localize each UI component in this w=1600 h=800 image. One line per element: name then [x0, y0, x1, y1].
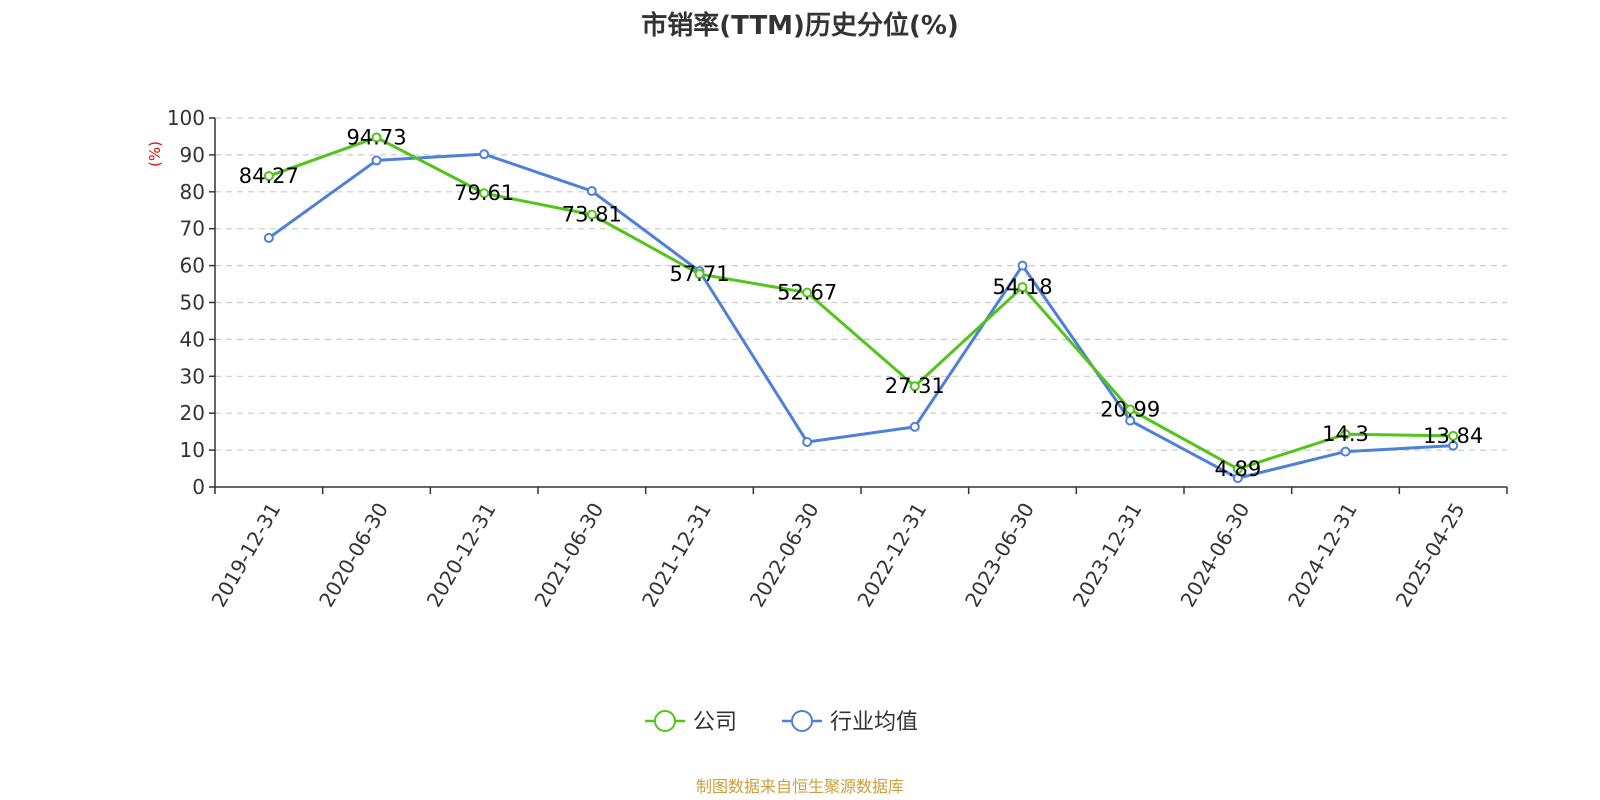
- data-point: [1125, 404, 1136, 415]
- x-tick-label: 2020-06-30: [314, 499, 393, 612]
- y-tick-label: 100: [167, 106, 205, 130]
- data-point: [1232, 473, 1243, 484]
- data-label: 13.84: [1423, 424, 1483, 448]
- data-point: [1017, 282, 1028, 293]
- data-point: [909, 421, 920, 432]
- data-point: [1125, 415, 1136, 426]
- data-point: [1448, 440, 1459, 451]
- data-label: 79.61: [454, 181, 514, 205]
- legend-label: 公司: [693, 710, 737, 735]
- source-note: 制图数据来自恒生聚源数据库: [696, 777, 904, 796]
- data-label: 52.67: [777, 281, 837, 305]
- legend-item-industry[interactable]: 行业均值: [782, 710, 918, 735]
- x-tick-label: 2024-12-31: [1283, 499, 1362, 612]
- data-label: 14.3: [1322, 422, 1369, 446]
- legend-marker: [791, 710, 813, 732]
- legend-item-company[interactable]: 公司: [645, 710, 737, 735]
- data-point: [263, 232, 274, 243]
- data-point: [802, 436, 813, 447]
- x-tick-label: 2021-06-30: [529, 499, 608, 612]
- data-label: 57.71: [669, 262, 729, 286]
- x-tick-label: 2022-06-30: [745, 499, 824, 612]
- data-label: 54.18: [992, 275, 1052, 299]
- data-point: [1448, 430, 1459, 441]
- y-axis-ticks: 0 10 20 30 40 50 60 70 80 90 100: [167, 106, 215, 499]
- x-tick-label: 2022-12-31: [852, 498, 931, 611]
- data-label: 27.31: [885, 374, 945, 398]
- data-label: 4.89: [1214, 457, 1261, 481]
- y-tick-label: 50: [180, 291, 205, 315]
- x-tick-label: 2020-12-31: [422, 498, 501, 611]
- y-tick-label: 60: [180, 254, 205, 278]
- chart-title: 市销率(TTM)历史分位(%): [641, 10, 959, 41]
- x-tick-label: 2023-06-30: [960, 499, 1039, 612]
- x-tick-label: 2021-12-31: [637, 499, 716, 612]
- data-point: [694, 269, 705, 280]
- data-point: [479, 188, 490, 199]
- data-point: [263, 171, 274, 182]
- y-tick-label: 70: [180, 217, 205, 241]
- data-point: [371, 155, 382, 166]
- data-label: 84.27: [239, 164, 299, 188]
- series-line-company: [268, 135, 1454, 471]
- x-axis-ticks: 2019-12-31 2020-06-30 2020-12-31 2021-06-30…: [206, 487, 1508, 612]
- legend[interactable]: 公司 行业均值: [645, 710, 918, 735]
- data-point: [1340, 446, 1351, 457]
- data-point: [479, 149, 490, 160]
- data-point: [909, 381, 920, 392]
- series-line-industry: [267, 152, 1454, 480]
- y-tick-label: 40: [180, 327, 205, 351]
- y-tick-label: 10: [180, 438, 205, 462]
- data-point: [1232, 463, 1243, 474]
- data-point: [1017, 260, 1028, 271]
- y-tick-label: 30: [180, 364, 205, 388]
- legend-label: 行业均值: [830, 710, 918, 735]
- axes: [214, 118, 1507, 488]
- y-axis-label: (%): [146, 141, 164, 167]
- data-point: [586, 186, 597, 197]
- x-tick-label: 2019-12-31: [206, 499, 285, 612]
- x-tick-label: 2023-12-31: [1068, 499, 1147, 612]
- data-label: 94.73: [346, 125, 406, 149]
- y-tick-label: 90: [180, 143, 205, 167]
- data-point: [586, 209, 597, 220]
- y-tick-label: 80: [180, 180, 205, 204]
- data-point: [371, 132, 382, 143]
- series-layer: [263, 132, 1459, 484]
- data-point: [802, 287, 813, 298]
- grid-lines: [215, 117, 1507, 451]
- data-point: [1340, 429, 1351, 440]
- data-labels: 84.27 94.73 79.61 73.81 57.71 52.67 27.31 54.18…: [239, 125, 1483, 481]
- y-tick-label: 0: [192, 475, 205, 499]
- x-tick-label: 2024-06-30: [1175, 499, 1254, 612]
- x-tick-label: 2025-04-25: [1391, 499, 1470, 612]
- legend-marker: [654, 710, 676, 732]
- data-label: 20.99: [1100, 398, 1160, 422]
- data-label: 73.81: [562, 203, 622, 227]
- y-tick-label: 20: [180, 401, 205, 425]
